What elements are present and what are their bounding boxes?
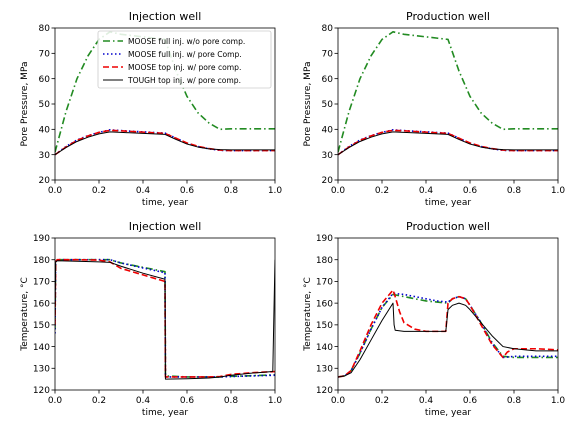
legend-label-3: MOOSE top inj. w/ pore comp.	[128, 63, 241, 72]
series-line-4	[55, 259, 275, 380]
chart-panel-4: 0.0 0.2 0.4 0.6 0.8 1.0 120 130 140 150 160 170 180 1…	[303, 220, 565, 418]
y-axis-label: Pore Pressure, MPa	[303, 62, 313, 147]
chart-title: Production well	[406, 220, 490, 233]
series-line-2	[338, 129, 558, 156]
y-tick-label: 170	[316, 278, 333, 288]
y-tick-label: 150	[33, 321, 50, 331]
y-axis-label: Temperature, °C	[20, 277, 30, 352]
x-tick-label: 1.0	[268, 186, 283, 196]
y-tick-label: 70	[39, 50, 51, 60]
legend: MOOSE full inj. w/o pore comp. MOOSE full…	[97, 30, 272, 89]
y-tick-label: 160	[33, 299, 50, 309]
y-tick-label: 20	[39, 176, 51, 186]
x-tick-label: 0.0	[331, 396, 346, 406]
y-tick-label: 190	[33, 234, 50, 244]
x-tick-label: 0.0	[48, 396, 63, 406]
x-tick-label: 0.0	[48, 186, 63, 196]
x-tick-label: 0.2	[92, 396, 106, 406]
y-tick-label: 130	[316, 364, 333, 374]
x-axis-label: time, year	[425, 198, 471, 208]
y-tick-label: 180	[33, 256, 50, 266]
x-axis-label: time, year	[425, 408, 471, 418]
y-tick-label: 170	[33, 278, 50, 288]
legend-label-2: MOOSE full inj. w/ pore Comp.	[128, 50, 242, 59]
chart-panel-3: 0.0 0.2 0.4 0.6 0.8 1.0 120 130 140 150 160 170 180 1…	[20, 220, 282, 418]
y-tick-label: 140	[316, 343, 333, 353]
chart-title: Injection well	[129, 10, 202, 23]
series-line-1	[338, 293, 558, 378]
y-tick-label: 160	[316, 299, 333, 309]
y-tick-label: 80	[39, 24, 51, 34]
series-line-4	[338, 131, 558, 156]
x-tick-label: 0.0	[331, 186, 346, 196]
x-tick-label: 1.0	[551, 186, 566, 196]
x-tick-label: 0.6	[180, 396, 195, 406]
series-line-1	[55, 258, 275, 378]
x-tick-label: 0.8	[507, 186, 522, 196]
y-tick-label: 70	[322, 50, 334, 60]
axes-frame	[337, 27, 559, 181]
x-axis-label: time, year	[142, 198, 188, 208]
y-tick-label: 60	[322, 75, 334, 85]
x-tick-label: 0.2	[375, 186, 389, 196]
legend-label-1: MOOSE full inj. w/o pore comp.	[128, 37, 245, 46]
y-tick-label: 150	[316, 321, 333, 331]
axes-frame	[54, 237, 276, 391]
x-tick-label: 0.2	[375, 396, 389, 406]
chart-panel-1: 0.0 0.2 0.4 0.6 0.8 1.0 20 30 40 50 60 70 80 Injectio…	[20, 10, 282, 208]
y-tick-label: 30	[39, 151, 51, 161]
y-tick-label: 120	[33, 386, 50, 396]
y-tick-label: 60	[39, 75, 51, 85]
chart-title: Injection well	[129, 220, 202, 233]
series-line-2	[55, 129, 275, 156]
x-tick-label: 0.2	[92, 186, 106, 196]
x-tick-label: 0.6	[463, 186, 478, 196]
x-tick-label: 1.0	[268, 396, 283, 406]
x-tick-label: 0.4	[419, 396, 434, 406]
x-tick-label: 0.8	[224, 186, 239, 196]
y-tick-label: 130	[33, 364, 50, 374]
x-tick-label: 0.4	[419, 186, 434, 196]
y-tick-label: 140	[33, 343, 50, 353]
x-axis-label: time, year	[142, 408, 188, 418]
x-tick-label: 0.4	[136, 396, 151, 406]
x-tick-label: 1.0	[551, 396, 566, 406]
series-line-3	[338, 289, 558, 378]
y-tick-label: 180	[316, 256, 333, 266]
y-tick-label: 80	[322, 24, 334, 34]
y-tick-label: 50	[39, 100, 51, 110]
legend-box	[97, 30, 272, 89]
y-tick-label: 20	[322, 176, 334, 186]
x-tick-label: 0.8	[224, 396, 239, 406]
y-tick-label: 120	[316, 386, 333, 396]
series-line-4	[338, 302, 558, 378]
y-tick-label: 40	[322, 126, 334, 136]
y-tick-label: 50	[322, 100, 334, 110]
chart-title: Production well	[406, 10, 490, 23]
series-line-2	[338, 292, 558, 378]
y-tick-label: 30	[322, 151, 334, 161]
y-tick-label: 190	[316, 234, 333, 244]
series-line-4	[55, 131, 275, 156]
y-axis-label: Pore Pressure, MPa	[20, 62, 30, 147]
x-tick-label: 0.8	[507, 396, 522, 406]
x-tick-label: 0.4	[136, 186, 151, 196]
chart-panel-2: 0.0 0.2 0.4 0.6 0.8 1.0 20 30 40 50 60 70 80 Producti…	[303, 10, 565, 208]
x-tick-label: 0.6	[180, 186, 195, 196]
axes-frame	[337, 237, 559, 391]
y-tick-label: 40	[39, 126, 51, 136]
y-axis-label: Temperature, °C	[303, 277, 313, 352]
series-line-1	[338, 30, 558, 153]
x-tick-label: 0.6	[463, 396, 478, 406]
legend-label-4: TOUGH top inj. w/ pore comp.	[127, 76, 241, 85]
